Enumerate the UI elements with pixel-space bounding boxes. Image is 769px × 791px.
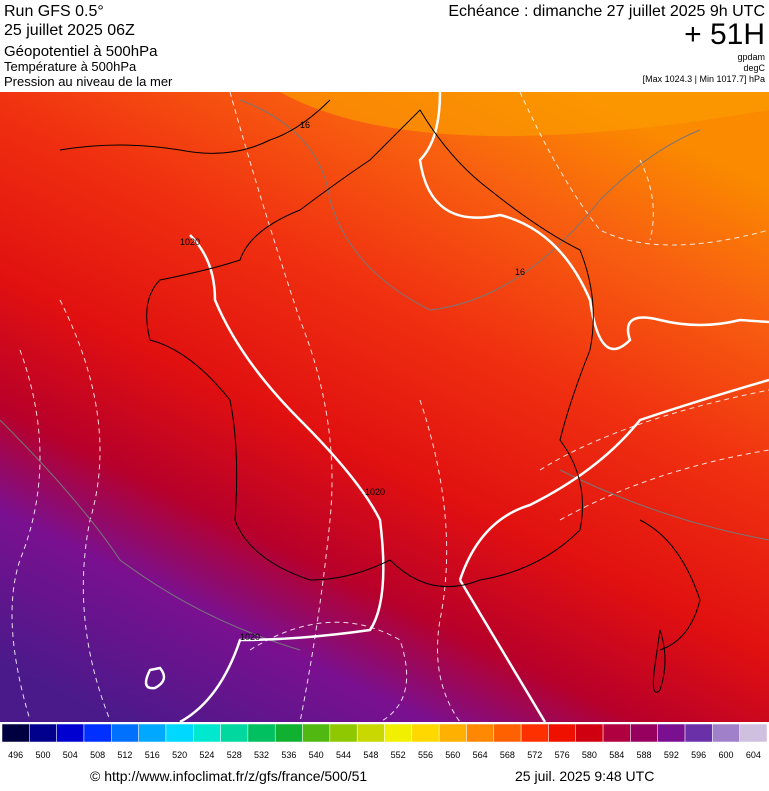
colorbar-label: 556 <box>418 750 433 760</box>
colorbar-label: 552 <box>391 750 406 760</box>
colorbar-label: 496 <box>8 750 23 760</box>
colorbar-swatch <box>165 723 194 743</box>
colorbar-label: 580 <box>582 750 597 760</box>
colorbar-swatch <box>657 723 686 743</box>
field-label: Géopotentiel à 500hPa <box>4 43 158 60</box>
colorbar-swatch <box>712 723 740 743</box>
colorbar-swatch <box>356 723 385 743</box>
pressure-range: [Max 1024.3 | Min 1017.7] hPa <box>643 74 765 84</box>
colorbar-swatch <box>384 723 413 743</box>
colorbar-swatch <box>548 723 577 743</box>
colorbar-label: 528 <box>227 750 242 760</box>
contour-label: 1020 <box>180 237 200 247</box>
map: 16 16 1020 1020 1020 <box>0 92 769 722</box>
colorbar-label: 536 <box>281 750 296 760</box>
colorbar-label: 516 <box>145 750 160 760</box>
map-background <box>0 92 769 722</box>
valid-time: Echéance : dimanche 27 juillet 2025 9h U… <box>448 3 765 20</box>
coastline <box>59 99 701 693</box>
colorbar-swatch <box>466 723 495 743</box>
colorbar-swatch <box>411 723 440 743</box>
geopotential-isolines <box>0 99 769 651</box>
field-band <box>280 92 769 137</box>
colorbar-label: 512 <box>117 750 132 760</box>
colorbar-label: 544 <box>336 750 351 760</box>
colorbar-swatch <box>274 723 303 743</box>
colorbar-swatch <box>220 723 249 743</box>
colorbar-swatch <box>1 723 30 743</box>
colorbar-label: 604 <box>746 750 761 760</box>
colorbar-swatch <box>247 723 276 743</box>
unit-label: degC <box>743 63 765 73</box>
colorbar-swatch <box>83 723 112 743</box>
colorbar-swatch <box>193 723 221 743</box>
colorbar-swatch <box>56 723 85 743</box>
colorbar-swatch <box>739 723 768 743</box>
colorbar-swatch <box>602 723 631 743</box>
colorbar: 496 500 504 508 512 516 520 524 528 532 536 540 544 5… <box>1 723 768 760</box>
run-date: 25 juillet 2025 06Z <box>4 22 135 39</box>
colorbar-swatch <box>684 723 713 743</box>
colorbar-swatch <box>111 723 139 743</box>
colorbar-swatch <box>575 723 604 743</box>
colorbar-swatch <box>438 723 467 743</box>
colorbar-label: 500 <box>35 750 50 760</box>
colorbar-label: 588 <box>637 750 652 760</box>
colorbar-label: 584 <box>609 750 624 760</box>
colorbar-label: 572 <box>527 750 542 760</box>
field-label: Pression au niveau de la mer <box>4 74 173 89</box>
colorbar-label: 532 <box>254 750 269 760</box>
colorbar-label: 524 <box>199 750 214 760</box>
contour-label: 16 <box>515 267 525 277</box>
colorbar-label: 576 <box>555 750 570 760</box>
colorbar-label: 596 <box>691 750 706 760</box>
unit-label: gpdam <box>737 52 765 62</box>
colorbar-swatch <box>329 723 358 743</box>
colorbar-label: 540 <box>309 750 324 760</box>
colorbar-label: 548 <box>363 750 378 760</box>
contour-label: 1020 <box>365 487 385 497</box>
colorbar-label: 520 <box>172 750 187 760</box>
source-url: © http://www.infoclimat.fr/z/gfs/france/… <box>90 768 367 784</box>
lead-time: + 51H <box>684 18 765 51</box>
run-title: Run GFS 0.5° <box>4 3 104 20</box>
contour-label: 16 <box>300 120 310 130</box>
colorbar-label: 568 <box>500 750 515 760</box>
colorbar-label: 564 <box>473 750 488 760</box>
colorbar-swatch <box>493 723 522 743</box>
colorbar-swatch <box>29 723 57 743</box>
pressure-isobars <box>144 92 769 722</box>
colorbar-label: 600 <box>719 750 734 760</box>
timestamp: 25 juil. 2025 9:48 UTC <box>515 768 654 784</box>
colorbar-swatch <box>302 723 331 743</box>
contour-label: 1020 <box>240 632 260 642</box>
colorbar-label: 560 <box>445 750 460 760</box>
colorbar-label: 504 <box>63 750 78 760</box>
colorbar-swatch <box>520 723 549 743</box>
colorbar-label: 508 <box>90 750 105 760</box>
colorbar-swatch <box>630 723 658 743</box>
field-label: Température à 500hPa <box>4 59 137 74</box>
colorbar-swatch <box>138 723 167 743</box>
colorbar-label: 592 <box>664 750 679 760</box>
